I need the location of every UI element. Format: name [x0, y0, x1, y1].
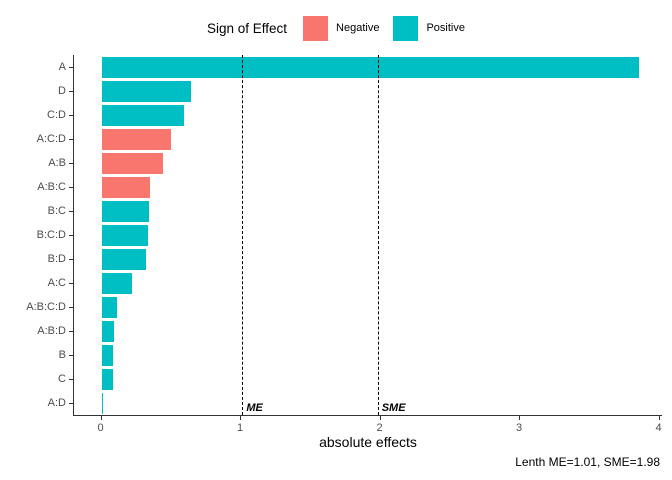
y-axis-label-C:D: C:D [47, 108, 66, 121]
bar-B:D [101, 248, 147, 270]
legend-label-negative: Negative [336, 22, 380, 34]
x-axis-tick [240, 416, 241, 420]
x-axis-tick [100, 416, 102, 420]
y-axis-tick [69, 307, 73, 308]
reference-line-sme [377, 55, 379, 415]
bar-A:B [101, 152, 163, 174]
bar-B:C:D [101, 224, 148, 246]
y-axis-label-A:B:C: A:B:C [37, 180, 66, 193]
x-axis-tick-label-4: 4 [655, 422, 662, 434]
y-axis-tick [69, 163, 73, 164]
y-axis-label-A:B:D: A:B:D [37, 324, 66, 337]
positive-color-swatch [393, 15, 419, 41]
legend-label-positive: Positive [426, 22, 465, 34]
x-axis-title: absolute effects [319, 434, 417, 450]
x-axis-tick-label-2: 2 [376, 422, 383, 434]
legend-item-negative: Negative [303, 15, 380, 41]
bar-C:D [101, 104, 184, 126]
y-axis-tick [69, 67, 73, 68]
y-axis-tick [69, 259, 73, 260]
y-axis-label-B:C:D: B:C:D [36, 228, 66, 241]
bar-A:C [101, 272, 133, 294]
y-axis-label-A: A [58, 60, 66, 73]
bar-A [101, 56, 639, 78]
y-axis-tick [69, 355, 73, 356]
y-axis-label-B:C: B:C [47, 204, 66, 217]
x-axis-tick [379, 416, 381, 420]
y-axis-label-D: D [58, 84, 66, 97]
bar-D [101, 80, 191, 102]
y-axis-label-B: B [58, 348, 66, 361]
bar-A:B:D [101, 320, 115, 342]
y-axis-tick [69, 379, 73, 380]
y-axis-tick [69, 187, 73, 188]
x-axis-tick [519, 416, 520, 420]
y-axis-label-C: C [58, 372, 66, 385]
bar-A:C:D [101, 128, 172, 150]
y-axis-tick [69, 115, 73, 116]
bar-A:B:C [101, 176, 151, 198]
x-axis-tick [658, 416, 660, 420]
reference-label-me: ME [246, 402, 263, 414]
y-axis-tick [69, 331, 73, 332]
y-axis-tick [69, 283, 73, 284]
y-axis-label-A:D: A:D [47, 396, 66, 409]
legend-item-positive: Positive [393, 15, 465, 41]
bar-A:D [101, 392, 103, 414]
x-axis-tick-label-0: 0 [97, 422, 104, 434]
y-axis-tick [69, 403, 73, 404]
legend-title: Sign of Effect [206, 20, 288, 36]
y-axis-tick [69, 91, 73, 92]
y-axis-tick [69, 211, 73, 212]
y-axis-label-A:C: A:C [47, 276, 66, 289]
bar-B [101, 344, 113, 366]
y-axis-tick [69, 235, 73, 236]
reference-label-sme: SME [381, 402, 406, 414]
x-axis-tick-label-3: 3 [515, 422, 523, 434]
negative-color-swatch [303, 15, 329, 41]
y-axis-label-A:B:C:D: A:B:C:D [26, 300, 66, 313]
y-axis-tick [69, 139, 73, 140]
plot-panel: ME SME [73, 55, 662, 416]
y-axis-label-B:D: B:D [47, 252, 66, 265]
bar-C [101, 368, 113, 390]
x-axis-tick-label-1: 1 [236, 422, 244, 434]
y-axis-label-A:B: A:B [48, 156, 66, 169]
reference-line-me [242, 55, 244, 415]
bar-A:B:C:D [101, 296, 117, 318]
bar-B:C [101, 200, 149, 222]
caption: Lenth ME=1.01, SME=1.98 [515, 455, 660, 469]
y-axis-label-A:C:D: A:C:D [36, 132, 66, 145]
legend: Sign of Effect Negative Positive [0, 12, 672, 44]
